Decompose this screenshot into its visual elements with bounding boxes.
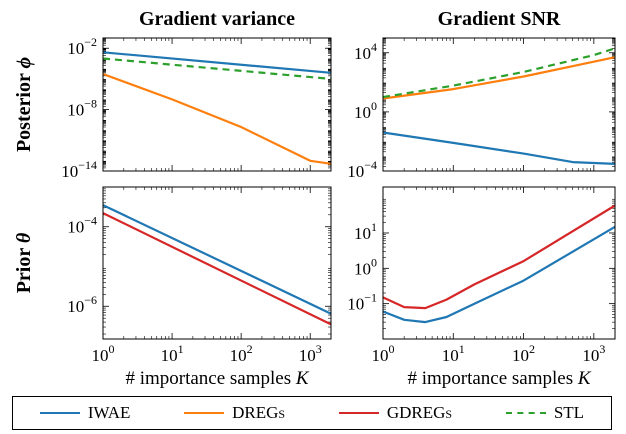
x-axis-labels: # importance samples K # importance sampl… — [125, 368, 591, 389]
legend-label-iwae: IWAE — [87, 403, 131, 422]
y-tick-label: 101 — [354, 220, 377, 243]
x-tick-label: 103 — [299, 342, 322, 365]
column-title: Gradient variance — [139, 8, 295, 30]
legend-swatch-stl — [505, 412, 546, 414]
panel-2: 104 100 10−4 — [347, 37, 616, 181]
series-dregs — [102, 72, 332, 165]
row-labels: Posterior ϕ Prior θ — [13, 57, 35, 293]
legend-label-dregs: DREGs — [232, 403, 286, 422]
panel-4: 100 101 102 103 101 100 10−1 — [347, 186, 616, 365]
column-title: Gradient SNR — [438, 8, 561, 30]
y-tick-label: 10−8 — [67, 97, 97, 120]
y-tick-label: 10−14 — [61, 158, 97, 181]
series-iwae — [382, 225, 616, 324]
series-iwae — [102, 51, 332, 74]
legend-item-dregs: DREGs — [184, 403, 285, 423]
y-tick-label: 10−2 — [67, 35, 97, 58]
series-gdregs — [382, 204, 616, 310]
series-dregs — [382, 56, 616, 100]
y-tick-label: 10−4 — [67, 214, 97, 237]
series-iwae — [382, 131, 616, 165]
plot-frame — [382, 37, 616, 172]
y-tick-label: 100 — [354, 255, 377, 278]
legend-item-stl: STL — [505, 403, 585, 423]
legend: IWAE DREGs GDREGs STL — [12, 396, 612, 430]
y-tick-label: 10−1 — [347, 291, 377, 314]
legend-label-gdregs: GDREGs — [386, 403, 453, 422]
series-stl — [382, 47, 616, 99]
x-tick-label: 100 — [92, 342, 115, 365]
x-tick-label: 103 — [582, 342, 605, 365]
x-tick-label: 102 — [230, 342, 253, 365]
row-label: Posterior ϕ — [13, 57, 35, 152]
y-tick-label: 10−6 — [67, 293, 97, 316]
x-axis-label: # importance samples K — [407, 368, 591, 389]
x-axis-label: # importance samples K — [125, 368, 309, 389]
y-tick-label: 100 — [354, 99, 377, 122]
series-gdregs — [102, 212, 332, 326]
plot-frame — [102, 37, 332, 172]
series-iwae — [102, 204, 332, 315]
x-tick-label: 101 — [442, 342, 465, 365]
y-tick-label: 10−4 — [347, 158, 377, 181]
legend-item-gdregs: GDREGs — [338, 403, 453, 423]
panel-3: 100 101 102 103 10−4 10−6 — [67, 186, 332, 365]
legend-swatch-gdregs — [338, 412, 379, 414]
plot-frame — [382, 186, 616, 340]
legend-label-stl: STL — [553, 403, 585, 422]
series-stl — [102, 57, 332, 80]
column-titles: Gradient variance Gradient SNR — [139, 8, 561, 30]
legend-item-iwae: IWAE — [39, 403, 131, 423]
panel-1: 10−2 10−8 10−14 — [61, 35, 332, 181]
legend-swatch-iwae — [39, 412, 80, 414]
plot-frame — [102, 186, 332, 340]
legend-swatch-dregs — [184, 412, 225, 414]
x-tick-label: 101 — [161, 342, 184, 365]
x-tick-label: 100 — [372, 342, 395, 365]
y-tick-label: 104 — [354, 40, 377, 63]
row-label: Prior θ — [13, 232, 35, 293]
x-tick-label: 102 — [512, 342, 535, 365]
